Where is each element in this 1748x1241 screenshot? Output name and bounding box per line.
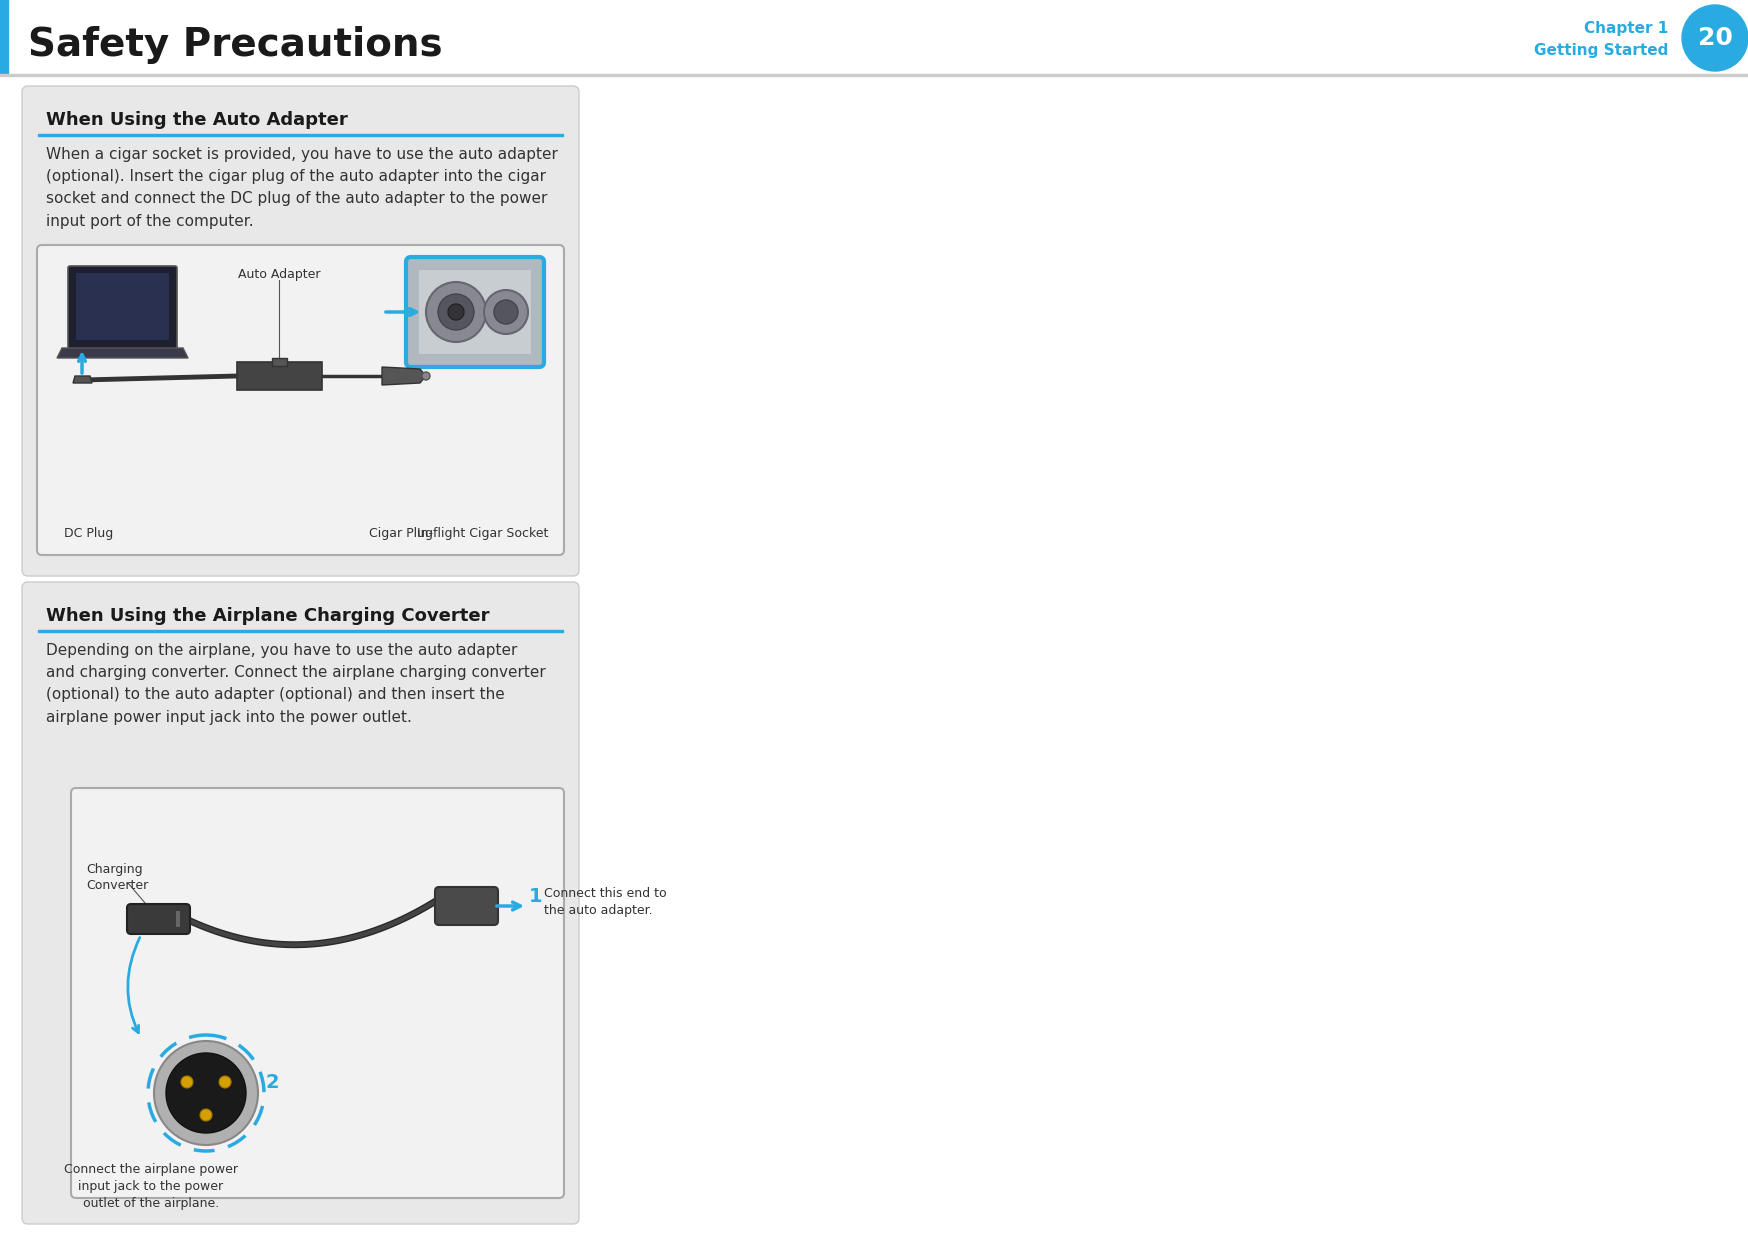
Circle shape: [180, 1076, 192, 1088]
Bar: [38, 630, 563, 632]
Circle shape: [1682, 5, 1746, 71]
Bar: [273, 357, 287, 366]
Text: DC Plug: DC Plug: [65, 527, 114, 540]
Circle shape: [218, 1076, 231, 1088]
Bar: [0, 74, 1748, 76]
FancyBboxPatch shape: [37, 244, 563, 555]
FancyBboxPatch shape: [406, 257, 544, 367]
Circle shape: [199, 1109, 212, 1121]
Text: Connect this end to
the auto adapter.: Connect this end to the auto adapter.: [544, 887, 666, 917]
FancyBboxPatch shape: [128, 903, 191, 934]
Circle shape: [447, 304, 463, 320]
Bar: [238, 362, 322, 390]
Polygon shape: [381, 367, 427, 385]
Bar: [420, 271, 531, 354]
Text: 20: 20: [1697, 26, 1732, 50]
Polygon shape: [73, 376, 93, 383]
FancyBboxPatch shape: [68, 266, 177, 350]
Circle shape: [427, 282, 486, 343]
Circle shape: [166, 1054, 246, 1133]
Circle shape: [154, 1041, 259, 1145]
Text: Auto Adapter: Auto Adapter: [238, 268, 320, 280]
Text: Chapter 1: Chapter 1: [1584, 21, 1668, 36]
Text: Depending on the airplane, you have to use the auto adapter
and charging convert: Depending on the airplane, you have to u…: [45, 643, 545, 725]
Bar: [75, 273, 170, 340]
FancyBboxPatch shape: [23, 86, 579, 576]
FancyBboxPatch shape: [23, 582, 579, 1224]
Circle shape: [484, 290, 528, 334]
Text: Getting Started: Getting Started: [1533, 42, 1668, 57]
Text: Safety Precautions: Safety Precautions: [28, 26, 442, 65]
Text: Cigar Plug: Cigar Plug: [369, 527, 434, 540]
Circle shape: [437, 294, 474, 330]
Text: When Using the Airplane Charging Coverter: When Using the Airplane Charging Coverte…: [45, 607, 489, 625]
Text: Connect the airplane power
input jack to the power
outlet of the airplane.: Connect the airplane power input jack to…: [65, 1163, 238, 1210]
Text: When Using the Auto Adapter: When Using the Auto Adapter: [45, 110, 348, 129]
Text: 2: 2: [266, 1073, 280, 1092]
Polygon shape: [58, 347, 187, 357]
Bar: [177, 911, 180, 927]
Bar: [0, 0, 9, 74]
Text: Charging
Converter: Charging Converter: [86, 862, 149, 892]
Circle shape: [493, 300, 517, 324]
Circle shape: [421, 372, 430, 380]
Text: In-flight Cigar Socket: In-flight Cigar Socket: [418, 527, 549, 540]
FancyBboxPatch shape: [435, 887, 498, 925]
Bar: [38, 134, 563, 135]
Text: When a cigar socket is provided, you have to use the auto adapter
(optional). In: When a cigar socket is provided, you hav…: [45, 146, 558, 228]
FancyBboxPatch shape: [72, 788, 563, 1198]
Text: 1: 1: [528, 887, 542, 906]
